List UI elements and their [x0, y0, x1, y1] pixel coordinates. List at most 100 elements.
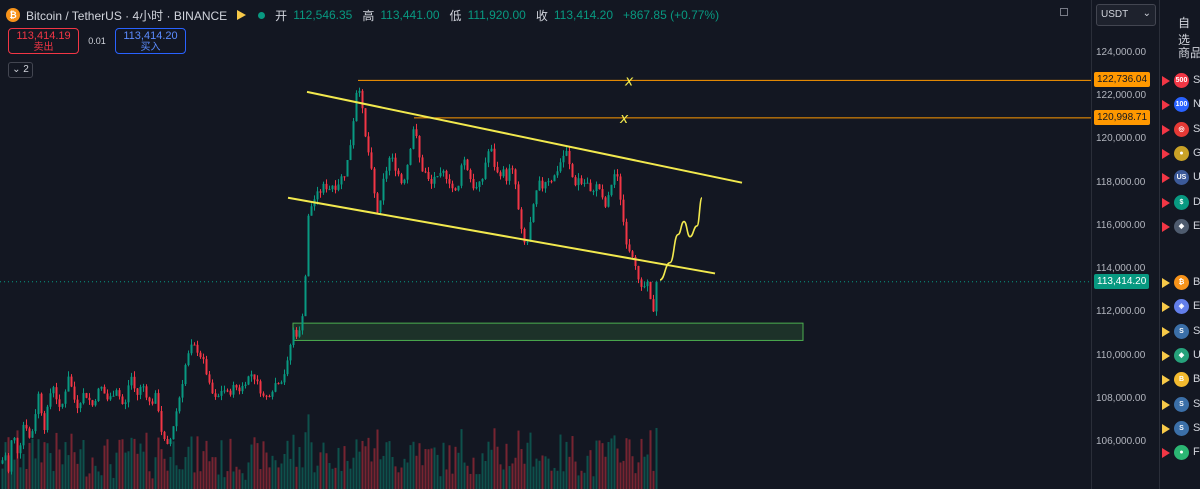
volume-bar [76, 463, 79, 489]
volume-bar [25, 468, 28, 489]
candlestick-chart[interactable]: xx [0, 0, 1091, 489]
support-zone [292, 322, 804, 341]
flag-icon[interactable] [1162, 76, 1170, 86]
flag-icon[interactable] [1162, 448, 1170, 459]
watchlist-row[interactable]: ● F [1160, 442, 1200, 464]
candle-body [175, 411, 178, 427]
flag-icon[interactable] [1162, 278, 1170, 288]
candle-body [331, 185, 334, 190]
sell-label: 卖出 [33, 42, 54, 53]
flag-icon[interactable] [1162, 375, 1170, 386]
maximize-icon[interactable] [1060, 8, 1068, 16]
candle-body [148, 397, 151, 402]
volume-bar [565, 441, 568, 489]
volume-bar [301, 467, 304, 489]
volume-bar [610, 438, 613, 489]
watchlist-title[interactable]: 自选 [1178, 16, 1191, 47]
volume-bar [295, 466, 298, 489]
watchlist-row[interactable]: $D [1160, 192, 1200, 214]
candle-body [334, 185, 337, 190]
volume-bar [568, 456, 571, 489]
flag-icon[interactable] [1162, 124, 1170, 135]
price-axis[interactable]: 124,000.00 122,000.00 120,000.00 118,000.00… [1091, 0, 1159, 489]
watchlist-row[interactable]: US U [1160, 167, 1200, 189]
flag-icon[interactable] [1162, 302, 1170, 313]
candle-body [529, 222, 532, 242]
candle-body [247, 376, 250, 385]
indicator-toggle-button[interactable]: ⌄ 2 [8, 62, 33, 78]
volume-bar [55, 432, 58, 489]
flag-icon[interactable] [1162, 197, 1170, 208]
watchlist-row[interactable]: ₿ B [1160, 272, 1200, 294]
candle-body [484, 162, 487, 179]
volume-bar [304, 432, 307, 489]
watchlist-row[interactable]: ◆U [1160, 345, 1200, 367]
watchlist-row[interactable]: ◈ E [1160, 296, 1200, 318]
watchlist-row[interactable]: 100 N [1160, 94, 1200, 116]
volume-bar [70, 433, 73, 489]
volume-bar [202, 451, 205, 489]
watchlist-row[interactable]: ◆ E [1160, 216, 1200, 238]
volume-bar [10, 447, 13, 489]
volume-bar [448, 445, 451, 489]
flag-icon[interactable] [1162, 423, 1170, 434]
flag-icon[interactable] [1162, 350, 1170, 361]
candle-body [397, 170, 400, 175]
candle-body [337, 184, 340, 190]
watchlist-row[interactable]: 500 S [1160, 70, 1200, 92]
watchlist-row[interactable]: ◎ S [1160, 119, 1200, 141]
volume-bar [151, 478, 154, 489]
candle-body [628, 244, 631, 252]
candle-body [310, 206, 313, 216]
watchlist-symbol: F [1193, 446, 1200, 459]
volume-bar [532, 466, 535, 489]
volume-bar [340, 470, 343, 489]
candle-body [355, 92, 358, 122]
candle-body [250, 374, 253, 377]
flag-icon[interactable] [1162, 173, 1170, 184]
flag-icon[interactable] [1162, 100, 1170, 111]
candle-body [427, 171, 430, 180]
watchlist-column-header[interactable]: 商品 [1178, 46, 1200, 60]
candle-body [79, 403, 82, 409]
flag-icon[interactable] [1162, 326, 1170, 337]
candle-body [13, 437, 16, 441]
volume-bar [334, 467, 337, 489]
candle-body [256, 379, 259, 382]
price-tick-label: 108,000.00 [1096, 392, 1147, 404]
candle-body [550, 181, 553, 183]
candle-body [460, 165, 463, 186]
channel-upper-line [306, 90, 743, 184]
volume-bar [571, 436, 574, 489]
flag-icon[interactable] [1162, 221, 1170, 232]
watchlist-symbol: N [1193, 98, 1200, 110]
flag-icon[interactable] [1162, 148, 1170, 159]
volume-bar [364, 446, 367, 489]
candle-body [184, 365, 187, 385]
sell-button[interactable]: 113,414.19 卖出 [8, 28, 79, 54]
candle-body [439, 172, 442, 177]
volume-bar [436, 454, 439, 489]
volume-bar [160, 449, 163, 489]
volume-bar [7, 437, 10, 489]
flag-icon[interactable] [237, 10, 247, 20]
candle-body [532, 204, 535, 223]
buy-button[interactable]: 113,414.20 买入 [115, 28, 186, 54]
volume-bar [172, 441, 175, 489]
volume-bar [280, 463, 283, 489]
flag-icon[interactable] [1162, 399, 1170, 410]
volume-bar [397, 472, 400, 489]
watchlist-row[interactable]: ●G [1160, 143, 1200, 165]
volume-bar [526, 442, 529, 489]
candle-body [424, 171, 427, 173]
volume-bar [286, 440, 289, 489]
symbol-logo-icon: ● [1174, 445, 1189, 461]
currency-select[interactable]: USDT ⌄ [1096, 4, 1156, 26]
volume-bar [199, 471, 202, 489]
symbol-title[interactable]: Bitcoin / TetherUS · 4小时 · BINANCE [26, 8, 228, 23]
